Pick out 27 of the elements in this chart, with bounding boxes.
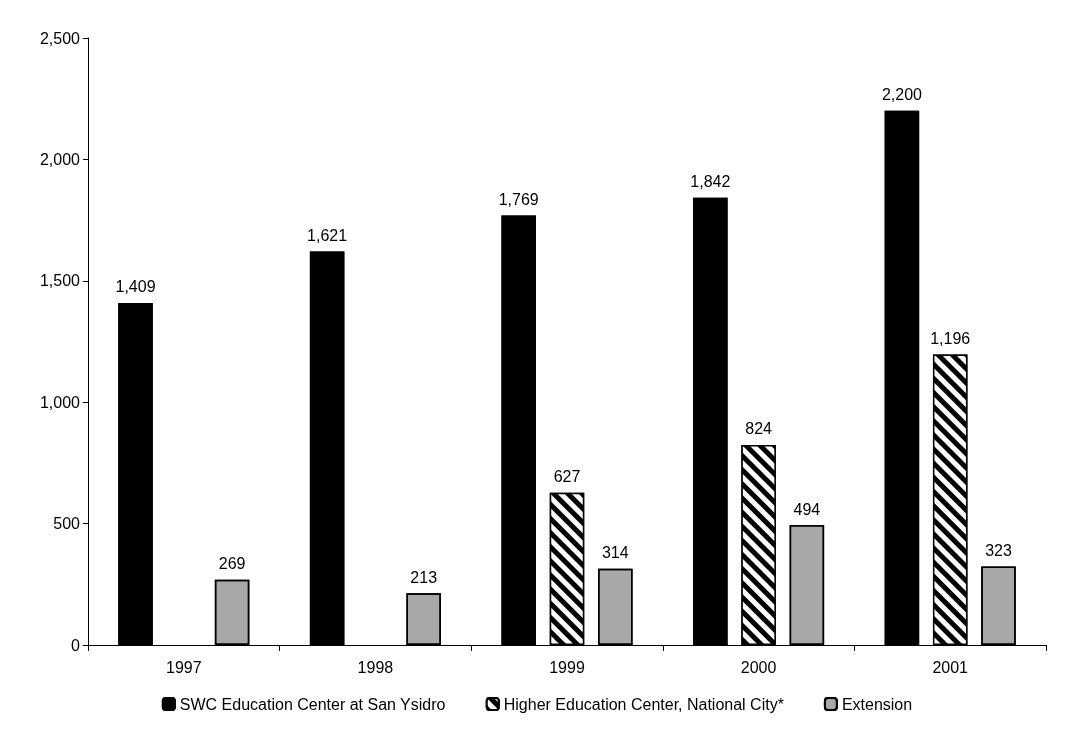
data-label: 627 xyxy=(553,468,581,486)
y-tick-label: 500 xyxy=(53,515,81,533)
legend-label: SWC Education Center at San Ysidro xyxy=(179,695,446,713)
x-tick-label: 1999 xyxy=(549,658,585,676)
data-label: 494 xyxy=(793,500,821,518)
data-label: 323 xyxy=(985,542,1012,560)
data-label: 1,769 xyxy=(498,190,539,208)
y-tick-label: 2,000 xyxy=(39,150,81,168)
data-label: 1,842 xyxy=(690,173,731,191)
x-tick-label: 2000 xyxy=(740,658,777,676)
data-label: 269 xyxy=(218,555,246,573)
data-label: 1,621 xyxy=(307,226,348,244)
x-tick-label: 2001 xyxy=(932,658,969,676)
y-tick-label: 2,500 xyxy=(39,29,81,47)
legend-label: Higher Education Center, National City* xyxy=(503,695,784,713)
y-tick-label: 1,000 xyxy=(39,393,81,411)
x-tick-label: 1998 xyxy=(357,658,394,676)
data-label: 314 xyxy=(601,544,629,562)
x-tick-label: 1997 xyxy=(166,658,202,676)
y-tick-label: 0 xyxy=(71,636,81,654)
legend-label: Extension xyxy=(841,695,913,713)
data-label: 824 xyxy=(745,420,773,438)
y-tick-label: 1,500 xyxy=(39,272,81,290)
data-label: 213 xyxy=(410,568,438,586)
data-label: 2,200 xyxy=(881,86,923,104)
data-label: 1,409 xyxy=(115,278,156,296)
data-label: 1,196 xyxy=(930,330,971,348)
